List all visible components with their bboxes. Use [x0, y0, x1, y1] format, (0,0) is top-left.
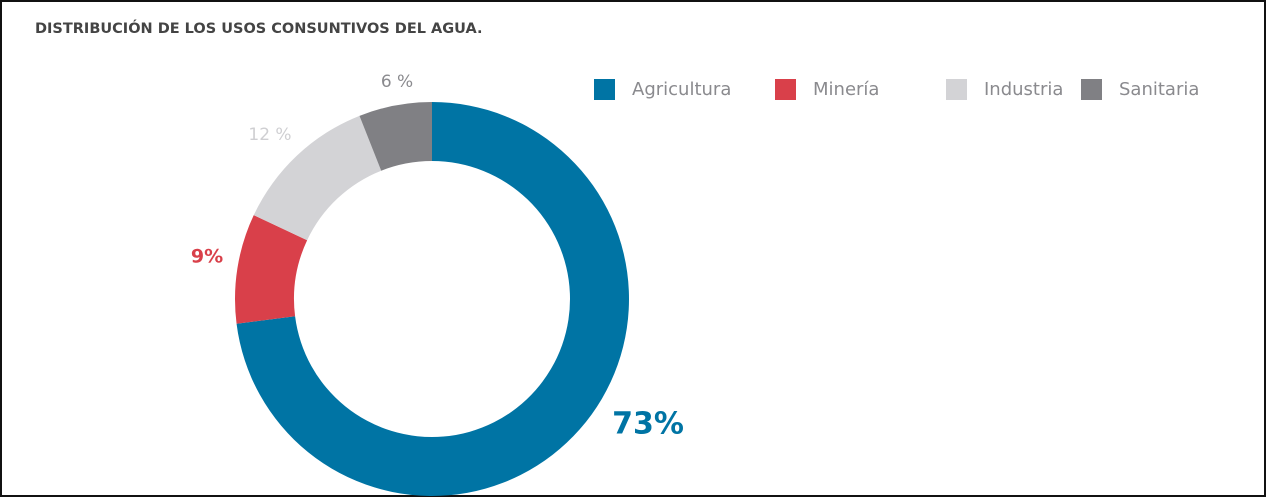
donut-segment	[236, 102, 629, 496]
value-label: 6 %	[381, 72, 413, 92]
legend-label: Sanitaria	[1119, 79, 1199, 100]
legend-swatch	[1081, 79, 1102, 100]
value-label: 12 %	[248, 125, 291, 145]
donut-segment	[253, 115, 382, 241]
donut-segment	[359, 102, 432, 171]
chart-title: DISTRIBUCIÓN DE LOS USOS CONSUNTIVOS DEL…	[35, 19, 482, 37]
legend-swatch	[594, 79, 615, 100]
legend-label: Minería	[813, 79, 879, 100]
donut-segment	[234, 215, 308, 324]
legend-swatch	[775, 79, 796, 100]
legend-label: Agricultura	[632, 79, 731, 100]
value-label: 73%	[612, 407, 684, 442]
legend-label: Industria	[984, 79, 1063, 100]
legend-swatch	[946, 79, 967, 100]
value-label: 9%	[191, 246, 223, 268]
